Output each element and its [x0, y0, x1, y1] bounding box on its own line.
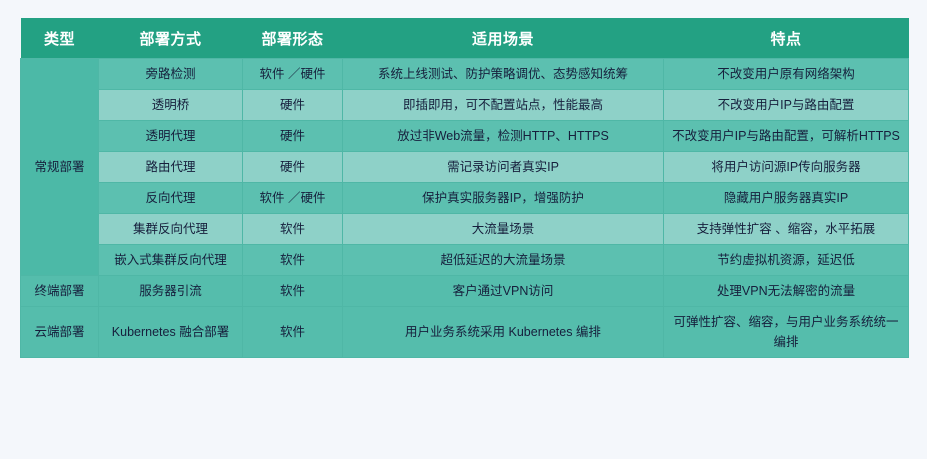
cell-feature: 不改变用户IP与路由配置，可解析HTTPS: [663, 120, 909, 152]
deployment-table-container: 类型 部署方式 部署形态 适用场景 特点 常规部署 旁路检测 软件 ／硬件 系统…: [20, 18, 909, 358]
cell-mode: Kubernetes 融合部署: [98, 306, 243, 358]
cell-feature: 节约虚拟机资源，延迟低: [663, 244, 909, 276]
table-body: 常规部署 旁路检测 软件 ／硬件 系统上线测试、防护策略调优、态势感知统筹 不改…: [20, 58, 909, 358]
group-cell-regular: 常规部署: [20, 58, 99, 276]
cell-form: 软件 ／硬件: [242, 182, 343, 214]
cell-scene: 放过非Web流量，检测HTTP、HTTPS: [342, 120, 664, 152]
cell-scene: 系统上线测试、防护策略调优、态势感知统筹: [342, 58, 664, 90]
cell-feature: 支持弹性扩容 、缩容，水平拓展: [663, 213, 909, 245]
column-header-scene: 适用场景: [342, 18, 664, 59]
cell-mode: 反向代理: [98, 182, 243, 214]
cell-scene: 超低延迟的大流量场景: [342, 244, 664, 276]
cell-mode: 路由代理: [98, 151, 243, 183]
column-header-type: 类型: [20, 18, 99, 59]
cell-form: 硬件: [242, 89, 343, 121]
cell-form: 软件: [242, 213, 343, 245]
cell-form: 软件: [242, 306, 343, 358]
table-row: 路由代理 硬件 需记录访问者真实IP 将用户访问源IP传向服务器: [21, 151, 909, 183]
cell-form: 软件: [242, 275, 343, 307]
cell-feature: 将用户访问源IP传向服务器: [663, 151, 909, 183]
cell-feature: 可弹性扩容、缩容，与用户业务系统统一编排: [663, 306, 909, 358]
cell-feature: 隐藏用户服务器真实IP: [663, 182, 909, 214]
cell-scene: 用户业务系统采用 Kubernetes 编排: [342, 306, 664, 358]
cell-form: 硬件: [242, 120, 343, 152]
table-row: 反向代理 软件 ／硬件 保护真实服务器IP，增强防护 隐藏用户服务器真实IP: [21, 182, 909, 214]
cell-mode: 透明代理: [98, 120, 243, 152]
cell-mode: 透明桥: [98, 89, 243, 121]
column-header-feature: 特点: [663, 18, 909, 59]
column-header-form: 部署形态: [242, 18, 343, 59]
cell-mode: 服务器引流: [98, 275, 243, 307]
column-header-mode: 部署方式: [98, 18, 243, 59]
cell-scene: 大流量场景: [342, 213, 664, 245]
group-cell-terminal: 终端部署: [20, 275, 99, 307]
table-row: 终端部署 服务器引流 软件 客户通过VPN访问 处理VPN无法解密的流量: [20, 275, 909, 307]
table-row: 嵌入式集群反向代理 软件 超低延迟的大流量场景 节约虚拟机资源，延迟低: [21, 244, 909, 276]
cell-form: 软件: [242, 244, 343, 276]
cell-form: 软件 ／硬件: [242, 58, 343, 90]
group-cell-cloud: 云端部署: [20, 306, 99, 358]
table-row: 常规部署 旁路检测 软件 ／硬件 系统上线测试、防护策略调优、态势感知统筹 不改…: [20, 58, 909, 276]
cell-scene: 即插即用，可不配置站点，性能最高: [342, 89, 664, 121]
cell-feature: 处理VPN无法解密的流量: [663, 275, 909, 307]
cell-form: 硬件: [242, 151, 343, 183]
table-row: 云端部署 Kubernetes 融合部署 软件 用户业务系统采用 Kuberne…: [20, 306, 909, 358]
cell-scene: 保护真实服务器IP，增强防护: [342, 182, 664, 214]
cell-feature: 不改变用户IP与路由配置: [663, 89, 909, 121]
table-row: 透明桥 硬件 即插即用，可不配置站点，性能最高 不改变用户IP与路由配置: [21, 89, 909, 121]
cell-mode: 集群反向代理: [98, 213, 243, 245]
cell-mode: 旁路检测: [98, 58, 243, 90]
cell-mode: 嵌入式集群反向代理: [98, 244, 243, 276]
header-row: 类型 部署方式 部署形态 适用场景 特点: [20, 18, 909, 59]
table-row: 集群反向代理 软件 大流量场景 支持弹性扩容 、缩容，水平拓展: [21, 213, 909, 245]
table-row: 透明代理 硬件 放过非Web流量，检测HTTP、HTTPS 不改变用户IP与路由…: [21, 120, 909, 152]
cell-scene: 客户通过VPN访问: [342, 275, 664, 307]
table-header: 类型 部署方式 部署形态 适用场景 特点: [20, 18, 909, 59]
cell-feature: 不改变用户原有网络架构: [663, 58, 909, 90]
deployment-comparison-table: 类型 部署方式 部署形态 适用场景 特点 常规部署 旁路检测 软件 ／硬件 系统…: [20, 18, 909, 358]
cell-scene: 需记录访问者真实IP: [342, 151, 664, 183]
